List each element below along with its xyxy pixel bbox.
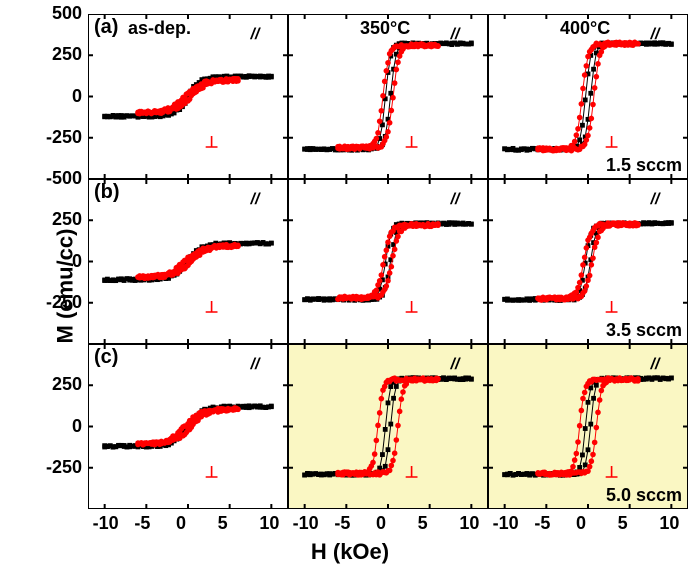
- x-tick-label: -10: [493, 513, 519, 534]
- x-tick-label: -5: [334, 513, 350, 534]
- x-tick-label: -5: [534, 513, 550, 534]
- perp-marker-icon: ⊥: [405, 465, 419, 482]
- series-perp-line: [538, 223, 638, 300]
- x-tick-label: 5: [418, 513, 428, 534]
- row-tag: (b): [94, 181, 120, 204]
- row-tag: (c): [94, 346, 118, 369]
- perp-marker-icon: ⊥: [205, 465, 219, 482]
- subplot-r1-c1: // ⊥: [288, 179, 488, 344]
- parallel-marker-icon: //: [650, 26, 661, 43]
- x-tick-label: -5: [134, 513, 150, 534]
- x-tick-label: 10: [459, 513, 479, 534]
- x-axis-label: H (kOe): [0, 539, 700, 565]
- x-tick-label: 0: [176, 513, 186, 534]
- perp-marker-icon: ⊥: [605, 300, 619, 317]
- y-tick-label: -250: [46, 292, 82, 313]
- y-tick-label: -500: [46, 168, 82, 189]
- parallel-marker-icon: //: [650, 356, 661, 373]
- x-tick-label: 10: [259, 513, 279, 534]
- x-tick-label: 5: [618, 513, 628, 534]
- y-tick-label: -250: [46, 457, 82, 478]
- parallel-marker-icon: //: [450, 26, 461, 43]
- perp-marker-icon: ⊥: [405, 135, 419, 152]
- perp-marker-icon: ⊥: [205, 300, 219, 317]
- y-tick-label: 0: [72, 86, 82, 107]
- perp-marker-icon: ⊥: [405, 300, 419, 317]
- row-right-label: 1.5 sccm: [606, 155, 682, 176]
- parallel-marker-icon: //: [650, 191, 661, 208]
- subplot-svg: // ⊥: [288, 179, 488, 344]
- column-label: as-dep.: [128, 18, 191, 39]
- y-tick-label: 250: [52, 209, 82, 230]
- x-tick-label: -10: [293, 513, 319, 534]
- y-tick-label: -250: [46, 127, 82, 148]
- row-right-label: 5.0 sccm: [606, 485, 682, 506]
- column-label: 400°C: [560, 18, 610, 39]
- subplot-r2-c1: // ⊥: [288, 344, 488, 509]
- x-tick-label: 5: [218, 513, 228, 534]
- row-right-label: 3.5 sccm: [606, 320, 682, 341]
- y-tick-label: 250: [52, 374, 82, 395]
- y-axis-label: M (emu/cc): [52, 228, 78, 343]
- parallel-marker-icon: //: [450, 356, 461, 373]
- parallel-marker-icon: //: [250, 356, 261, 373]
- perp-marker-icon: ⊥: [605, 465, 619, 482]
- x-tick-label: 0: [576, 513, 586, 534]
- parallel-marker-icon: //: [250, 191, 261, 208]
- y-tick-label: 0: [72, 251, 82, 272]
- x-tick-label: 0: [376, 513, 386, 534]
- subplot-svg: // ⊥: [288, 344, 488, 509]
- figure-root: M (emu/cc) H (kOe) // ⊥ // ⊥ // ⊥ // ⊥ // ⊥ // ⊥ // ⊥…: [0, 0, 700, 571]
- row-tag: (a): [94, 16, 118, 39]
- y-tick-label: 250: [52, 44, 82, 65]
- x-tick-label: -10: [93, 513, 119, 534]
- y-tick-label: 0: [72, 416, 82, 437]
- perp-marker-icon: ⊥: [205, 135, 219, 152]
- y-tick-label: 500: [52, 3, 82, 24]
- x-tick-label: 10: [659, 513, 679, 534]
- plot-grid: // ⊥ // ⊥ // ⊥ // ⊥ // ⊥ // ⊥ // ⊥ // ⊥ // ⊥: [88, 14, 688, 509]
- perp-marker-icon: ⊥: [605, 135, 619, 152]
- series-parallel-line: [505, 223, 672, 301]
- series-parallel-line: [505, 223, 672, 301]
- column-label: 350°C: [360, 18, 410, 39]
- parallel-marker-icon: //: [450, 191, 461, 208]
- parallel-marker-icon: //: [250, 26, 261, 43]
